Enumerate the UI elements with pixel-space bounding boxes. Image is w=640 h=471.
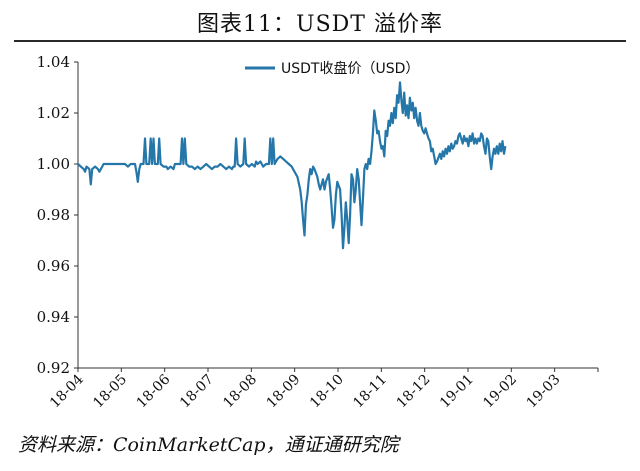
y-tick-label: 1.00 (37, 155, 70, 173)
y-tick-label: 0.96 (37, 257, 70, 275)
x-tick-label: 18-05 (90, 372, 130, 412)
x-tick-label: 18-12 (394, 372, 434, 412)
title-rule (14, 40, 626, 42)
y-tick-label: 0.92 (37, 359, 70, 377)
y-tick-label: 1.02 (37, 104, 70, 122)
x-tick-label: 18-09 (264, 372, 304, 412)
x-tick-label: 18-06 (134, 371, 174, 411)
x-tick-label: 18-04 (47, 371, 87, 411)
x-tick-label: 19-01 (437, 372, 477, 412)
source-note: 资料来源：CoinMarketCap，通证通研究院 (18, 434, 399, 456)
x-tick-label: 19-03 (524, 372, 564, 412)
x-tick-label: 18-10 (307, 372, 347, 412)
y-tick-label: 0.94 (37, 308, 70, 326)
usdt-price-line (77, 81, 507, 250)
y-tick-label: 1.04 (37, 53, 70, 71)
x-tick-label: 18-07 (177, 372, 217, 412)
x-tick-label: 19-02 (480, 372, 520, 412)
x-tick-label: 18-08 (220, 372, 260, 412)
y-tick-label: 0.98 (37, 206, 70, 224)
legend-label: USDT收盘价（USD） (281, 60, 419, 77)
chart-title: 图表11：USDT 溢价率 (197, 12, 443, 37)
x-tick-label: 18-11 (350, 372, 390, 412)
